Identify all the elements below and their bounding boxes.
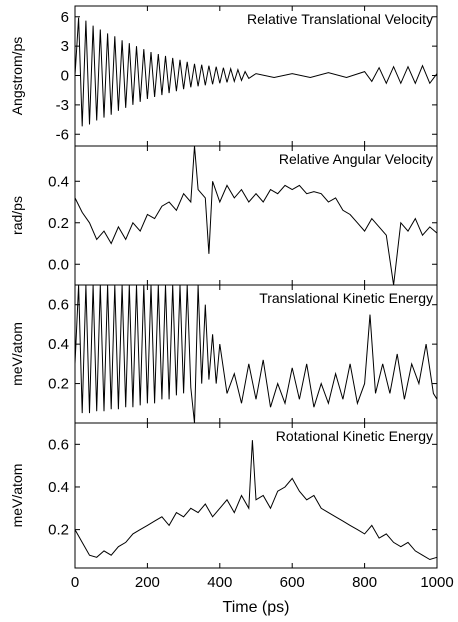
x-tick-label: 200 xyxy=(135,574,160,591)
y-tick-label: -3 xyxy=(56,97,69,114)
x-tick-label: 1000 xyxy=(420,574,453,591)
panel-3: 0.2 0.4 0.6 Translational Kinetic Energy meV… xyxy=(9,284,438,424)
x-tick-label: 600 xyxy=(280,574,305,591)
panel-title: Rotational Kinetic Energy xyxy=(276,428,433,444)
y-tick-label: 0.0 xyxy=(48,256,69,273)
panel-2: 0.0 0.2 0.4 Relative Angular Velocity rad/ps xyxy=(9,145,438,286)
chart-panels: -6 -3 0 3 6 Relative Translational Velocity An… xyxy=(9,5,454,591)
panel-title: Translational Kinetic Energy xyxy=(259,290,433,306)
series-line xyxy=(74,145,438,286)
panel-frame xyxy=(74,422,438,569)
y-tick-label: 0.6 xyxy=(48,297,69,314)
y-tick-label: 0.2 xyxy=(48,522,69,539)
y-tick-label: 0.6 xyxy=(48,436,69,453)
series-line xyxy=(74,440,438,561)
y-tick-label: -6 xyxy=(56,126,69,143)
y-tick-label: 3 xyxy=(61,38,69,55)
panel-title: Relative Translational Velocity xyxy=(247,11,433,27)
series-line xyxy=(74,284,438,424)
x-tick-label: 0 xyxy=(71,574,79,591)
y-axis-label: Angstrom/ps xyxy=(9,37,25,116)
y-tick-label: 0.4 xyxy=(48,173,69,190)
x-tick-label: 400 xyxy=(207,574,232,591)
y-tick-label: 0 xyxy=(61,68,69,85)
y-axis-label: meV/atom xyxy=(9,322,25,386)
x-axis-label: Time (ps) xyxy=(223,599,290,616)
y-tick-label: 0.4 xyxy=(48,479,69,496)
series-line xyxy=(74,17,438,127)
panel-1: -6 -3 0 3 6 Relative Translational Velocity An… xyxy=(9,5,438,147)
y-axis-label: meV/atom xyxy=(9,464,25,528)
panel-title: Relative Angular Velocity xyxy=(279,151,433,167)
y-tick-label: 0.2 xyxy=(48,215,69,232)
y-tick-label: 0.4 xyxy=(48,336,69,353)
y-tick-label: 0.2 xyxy=(48,376,69,393)
x-tick-label: 800 xyxy=(352,574,377,591)
y-axis-label: rad/ps xyxy=(9,196,25,235)
y-tick-label: 6 xyxy=(61,9,69,26)
panel-4: 0.2 0.4 0.6 Rotational Kinetic Energy meV/at… xyxy=(9,422,438,569)
